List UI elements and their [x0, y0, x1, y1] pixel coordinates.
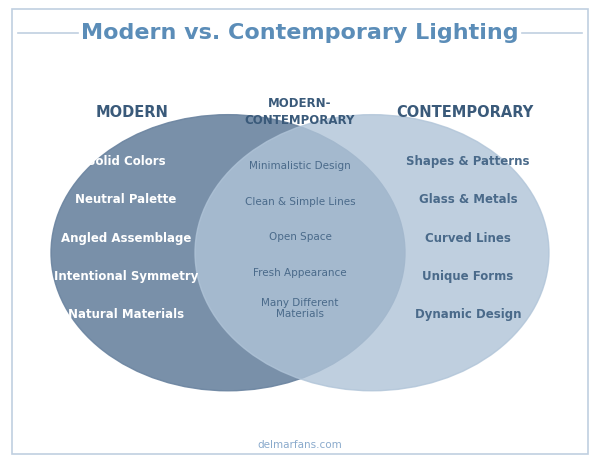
FancyBboxPatch shape	[12, 9, 588, 454]
Text: Solid Colors: Solid Colors	[86, 155, 166, 168]
Text: Open Space: Open Space	[269, 232, 331, 242]
Text: Angled Assemblage: Angled Assemblage	[61, 232, 191, 245]
Text: CONTEMPORARY: CONTEMPORARY	[397, 105, 533, 120]
Text: Unique Forms: Unique Forms	[422, 270, 514, 283]
Text: MODERN: MODERN	[95, 105, 169, 120]
Text: Dynamic Design: Dynamic Design	[415, 308, 521, 322]
Text: Many Different
Materials: Many Different Materials	[262, 298, 338, 319]
Text: Minimalistic Design: Minimalistic Design	[249, 161, 351, 171]
Circle shape	[51, 115, 405, 391]
Text: Modern vs. Contemporary Lighting: Modern vs. Contemporary Lighting	[81, 23, 519, 43]
Text: Glass & Metals: Glass & Metals	[419, 193, 517, 206]
Circle shape	[195, 115, 549, 391]
Text: MODERN-
CONTEMPORARY: MODERN- CONTEMPORARY	[245, 97, 355, 127]
Text: Clean & Simple Lines: Clean & Simple Lines	[245, 197, 355, 207]
Text: Intentional Symmetry: Intentional Symmetry	[54, 270, 198, 283]
Text: Curved Lines: Curved Lines	[425, 232, 511, 245]
Text: Fresh Appearance: Fresh Appearance	[253, 268, 347, 278]
Text: Shapes & Patterns: Shapes & Patterns	[406, 155, 530, 168]
Text: Neutral Palette: Neutral Palette	[76, 193, 176, 206]
Text: Natural Materials: Natural Materials	[68, 308, 184, 322]
Text: delmarfans.com: delmarfans.com	[257, 439, 343, 450]
